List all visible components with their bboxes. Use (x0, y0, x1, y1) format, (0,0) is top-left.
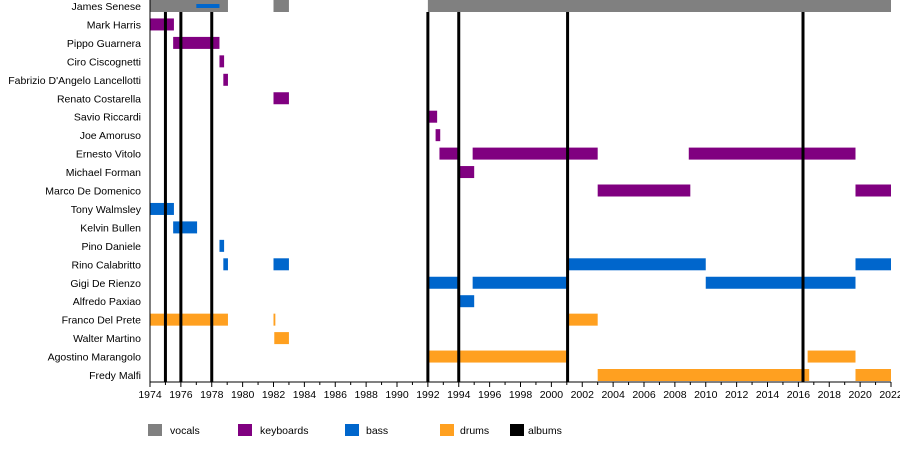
member-label: Pino Daniele (81, 241, 141, 253)
drums-bar (855, 369, 891, 381)
bass-bar (566, 258, 706, 271)
x-tick-label: 2000 (540, 389, 564, 401)
x-tick-label: 1988 (354, 389, 378, 401)
vocals-bar (150, 0, 228, 12)
keyboards-bar (173, 36, 220, 49)
member-label: Alfredo Paxiao (73, 296, 141, 308)
x-tick-label: 1976 (169, 389, 193, 401)
member-label: Gigi De Rienzo (70, 278, 141, 290)
keyboards-bar (458, 166, 475, 179)
bass-bar (223, 258, 228, 271)
x-tick-label: 1992 (416, 389, 440, 401)
bass-bar (458, 295, 475, 308)
member-label: Joe Amoruso (80, 130, 141, 142)
x-tick-label: 2010 (694, 389, 718, 401)
member-label: Marco De Domenico (45, 186, 141, 198)
bass-bar (427, 276, 460, 289)
member-label: Savio Riccardi (74, 112, 141, 124)
legend-label-vocals: vocals (170, 425, 200, 437)
x-tick-label: 2002 (571, 389, 595, 401)
x-axis: 1974 1976 1978 1980 1982 1984 1986 1988 1990 1992… (138, 0, 900, 401)
legend-swatch-bass (345, 424, 359, 436)
member-label: Renato Costarella (57, 93, 141, 105)
bass-bar (472, 276, 569, 289)
member-label: Mark Harris (87, 19, 141, 31)
x-tick-label: 1984 (293, 389, 317, 401)
x-tick-label: 2006 (632, 389, 656, 401)
member-label: Pippo Guarnera (67, 38, 141, 50)
drums-bar (273, 313, 276, 326)
member-label: James Senese (72, 1, 142, 13)
x-tick-label: 2018 (818, 389, 842, 401)
member-label: Fredy Malfi (89, 370, 141, 382)
keyboards-bar (597, 184, 691, 197)
bass-bar (173, 221, 198, 234)
bass-bar (855, 258, 891, 271)
keyboards-bar (219, 55, 225, 68)
bass-bar (273, 258, 289, 271)
x-tick-label: 1990 (385, 389, 409, 401)
member-label: Ernesto Vitolo (76, 149, 141, 161)
x-tick-label: 1986 (324, 389, 348, 401)
x-tick-label: 2008 (663, 389, 687, 401)
bass-bar (705, 276, 856, 289)
keyboards-bar (427, 110, 438, 123)
x-tick-label: 1994 (447, 389, 471, 401)
keyboards-bar (223, 73, 228, 86)
drums-bar (566, 313, 598, 326)
keyboards-bar (439, 147, 459, 160)
vocals-bar (273, 0, 289, 12)
legend-label-drums: drums (460, 425, 489, 437)
x-tick-label: 2012 (725, 389, 749, 401)
x-tick-label: 2016 (787, 389, 811, 401)
drums-bar (274, 332, 289, 345)
keyboards-bar (855, 184, 891, 197)
legend-swatch-vocals (148, 424, 162, 436)
keyboards-bar (273, 92, 289, 105)
x-tick-label: 1974 (138, 389, 162, 401)
drums-bar (807, 350, 856, 363)
legend-swatch-albums (510, 424, 524, 436)
member-labels: James Senese Mark Harris Pippo Guarnera Cir… (8, 1, 141, 382)
x-tick-label: 2020 (848, 389, 872, 401)
drums-bar (427, 350, 567, 363)
member-label: Agostino Marangolo (48, 352, 142, 364)
x-tick-label: 1980 (231, 389, 255, 401)
legend-swatch-keyboards (238, 424, 252, 436)
bass-bar (219, 239, 225, 252)
member-label: Walter Martino (73, 333, 141, 345)
drums-bar (150, 313, 228, 326)
member-label: Fabrizio D'Angelo Lancellotti (8, 75, 141, 87)
x-tick-label: 1982 (262, 389, 286, 401)
x-tick-label: 2014 (756, 389, 780, 401)
vocals-bar (427, 0, 891, 12)
drums-bar (597, 369, 810, 381)
x-tick-label: 1996 (478, 389, 502, 401)
legend-swatch-drums (440, 424, 454, 436)
member-label: Tony Walmsley (71, 204, 142, 216)
member-label: Michael Forman (66, 167, 141, 179)
legend: vocals keyboards bass drums albums (148, 424, 562, 437)
legend-label-albums: albums (528, 425, 562, 437)
legend-label-keyboards: keyboards (260, 425, 308, 437)
legend-label-bass: bass (366, 425, 388, 437)
x-tick-label: 1998 (509, 389, 533, 401)
member-label: Kelvin Bullen (80, 222, 141, 234)
keyboards-bar (472, 147, 598, 160)
x-tick-label: 1978 (200, 389, 224, 401)
keyboards-bar (150, 18, 174, 31)
keyboards-bar (688, 147, 856, 160)
member-label: Franco Del Prete (62, 315, 142, 327)
album-lines (163, 12, 805, 382)
member-label: Ciro Ciscognetti (67, 56, 141, 68)
x-tick-label: 2004 (601, 389, 625, 401)
member-label: Rino Calabritto (72, 259, 142, 271)
x-tick-label: 2022 (879, 389, 900, 401)
bass-bar (150, 202, 174, 215)
keyboards-bar (435, 129, 441, 142)
bass-bar (196, 4, 220, 8)
member-bars (150, 0, 891, 381)
